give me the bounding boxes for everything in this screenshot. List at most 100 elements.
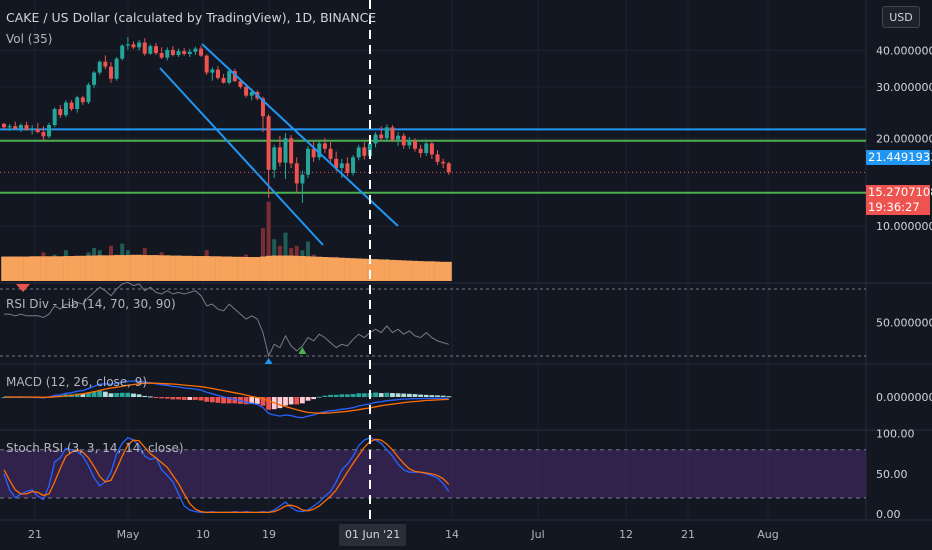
candle-body <box>362 147 367 156</box>
volume-ma-bar <box>322 257 328 281</box>
macd-histogram-bar <box>243 397 249 405</box>
volume-ma-bar <box>23 256 30 281</box>
candle-body <box>187 51 192 55</box>
macd-histogram-bar <box>170 397 176 400</box>
macd-histogram-bar <box>221 397 226 404</box>
volume-ma-bar <box>423 261 430 281</box>
xaxis-tick-label: 12 <box>619 528 633 541</box>
volume-ma-bar <box>293 255 300 281</box>
crosshair-date-label: 01 Jun '21 <box>339 524 407 546</box>
candle-body <box>407 140 412 146</box>
candle-body <box>159 53 164 58</box>
volume-bar <box>266 201 271 281</box>
macd-axis-label: 0.0000000 <box>876 391 932 404</box>
macd-histogram-bar <box>311 397 317 400</box>
macd-histogram-bar <box>198 397 204 401</box>
candle-body <box>272 147 277 170</box>
volume-ma-bar <box>136 254 143 281</box>
macd-histogram-bar <box>401 393 407 397</box>
volume-ma-bar <box>333 257 340 281</box>
candle-body <box>300 174 305 184</box>
candle-body <box>429 143 434 155</box>
candle-body <box>86 84 91 103</box>
volume-ma-bar <box>367 258 373 281</box>
volume-ma-bar <box>316 256 323 281</box>
macd-histogram-bar <box>164 397 170 399</box>
volume-ma-bar <box>445 261 452 281</box>
candle-body <box>396 135 401 140</box>
candle-body <box>35 129 40 133</box>
candle-body <box>142 42 147 54</box>
macd-histogram-bar <box>373 392 378 397</box>
stoch-axis-label: 100.00 <box>876 428 915 441</box>
volume-ma-bar <box>164 255 171 281</box>
macd-histogram-bar <box>108 393 114 397</box>
volume-ma-bar <box>310 256 317 281</box>
macd-histogram-bar <box>288 397 294 405</box>
volume-ma-bar <box>34 256 41 281</box>
macd-histogram-bar <box>119 392 125 397</box>
macd-histogram-bar <box>266 397 272 410</box>
candle-body <box>283 138 288 163</box>
candle-body <box>63 102 68 116</box>
macd-histogram-bar <box>249 397 255 404</box>
macd-histogram-bar <box>322 395 328 397</box>
volume-ma-bar <box>232 256 238 281</box>
volume-ma-bar <box>119 255 126 281</box>
volume-ma-bar <box>417 261 424 281</box>
volume-ma-bar <box>299 256 306 281</box>
macd-histogram-bar <box>328 394 333 397</box>
macd-histogram-bar <box>299 397 305 404</box>
volume-ma-bar <box>215 256 221 281</box>
macd-histogram-bar <box>147 396 153 398</box>
xaxis-tick-label: Jul <box>530 528 544 541</box>
rsi-line <box>4 281 449 358</box>
currency-button[interactable]: USD <box>882 6 920 28</box>
candle-body <box>137 42 142 48</box>
volume-ma-bar <box>361 258 368 281</box>
volume-ma-bar <box>395 260 402 281</box>
candle-body <box>441 161 446 164</box>
stoch-axis-label: 50.00 <box>876 468 908 481</box>
macd-histogram-bar <box>418 394 424 397</box>
price-axis-label: 30.0000000 <box>876 81 932 94</box>
candle-body <box>52 108 57 126</box>
volume-ma-bar <box>384 259 390 281</box>
volume-ma-bar <box>350 258 357 281</box>
volume-ma-bar <box>372 259 379 281</box>
candle-body <box>13 126 18 129</box>
candle-body <box>351 157 356 173</box>
volume-legend: Vol (35) <box>6 32 53 46</box>
macd-histogram-bar <box>333 394 339 397</box>
volume-ma-bar <box>440 261 447 281</box>
price-axis-label: 40.0000000 <box>876 45 932 58</box>
rsi-divergence-marker-blue <box>264 358 273 364</box>
macd-histogram-bar <box>204 397 210 402</box>
xaxis-tick-label: 19 <box>262 528 276 541</box>
price-axis-label: 10.0000000 <box>876 220 932 233</box>
candle-body <box>266 116 271 170</box>
macd-histogram-bar <box>305 397 311 401</box>
candle-body <box>306 148 311 175</box>
candle-body <box>244 86 249 96</box>
macd-histogram-bar <box>390 393 395 397</box>
volume-ma-bar <box>305 256 312 281</box>
volume-ma-bar <box>260 256 266 281</box>
volume-ma-bar <box>91 255 98 281</box>
xaxis-tick-label: 10 <box>196 528 210 541</box>
candle-body <box>384 127 389 139</box>
chart-title: CAKE / US Dollar (calculated by TradingV… <box>6 10 377 25</box>
volume-ma-bar <box>29 256 36 281</box>
xaxis-tick-label: 14 <box>445 528 459 541</box>
volume-ma-bar <box>181 255 188 281</box>
candle-body <box>92 72 97 85</box>
volume-bar <box>260 228 265 281</box>
macd-histogram-bar <box>181 397 187 400</box>
candle-body <box>120 45 125 59</box>
volume-ma-bar <box>220 256 227 281</box>
volume-ma-bar <box>63 256 69 281</box>
volume-ma-bar <box>153 255 160 281</box>
candle-body <box>373 134 378 144</box>
macd-histogram-bar <box>423 394 429 397</box>
